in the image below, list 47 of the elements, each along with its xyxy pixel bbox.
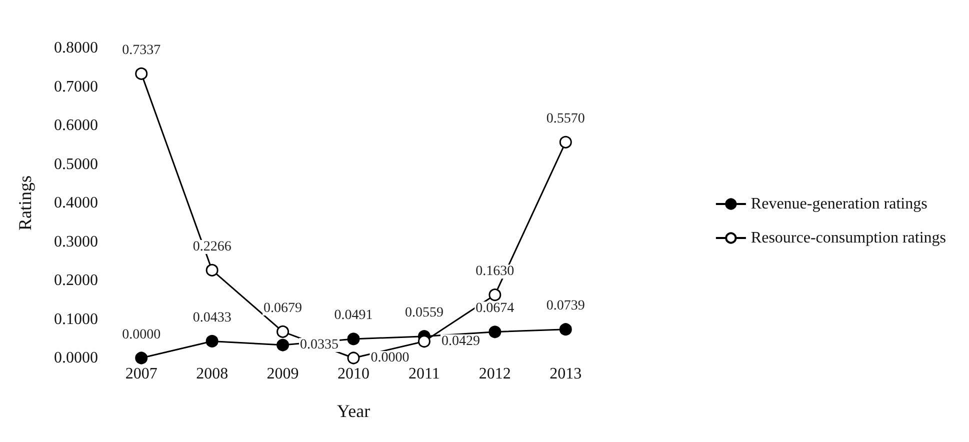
point (206, 334, 218, 348)
y-tick-label: 0.0000 (54, 350, 98, 366)
y-tick-label: 0.7000 (54, 78, 98, 96)
point (276, 325, 290, 338)
point (559, 323, 572, 336)
x-tick-label: 2010 (338, 366, 370, 382)
data-label: 0.1630 (476, 264, 514, 280)
data-label: 0.0433 (192, 310, 232, 326)
y-axis-title: Ratings (15, 175, 35, 231)
data-label: 0.2266 (192, 239, 232, 254)
y-tick-label: 0.3000 (54, 233, 98, 250)
y-tick-label: 0.8000 (54, 40, 98, 56)
y-tick-label: 0.2000 (54, 272, 98, 289)
data-label: 0.7337 (122, 42, 161, 58)
point (276, 338, 290, 352)
legend-label: Revenue-generation ratings (750, 196, 928, 212)
data-label: 0.0491 (334, 308, 373, 324)
data-label: 0.0335 (300, 338, 339, 353)
x-axis-title: Year (336, 401, 370, 421)
x-tick-label: 2009 (266, 366, 299, 382)
data-label: 0.0000 (122, 327, 161, 342)
data-label: 0.0429 (441, 334, 480, 349)
data-label: 0.0559 (404, 306, 444, 321)
x-tick-label: 2007 (125, 366, 158, 382)
legend-label: Resource-consumption ratings (750, 230, 946, 246)
point (135, 352, 148, 364)
data-label: 0.0000 (370, 350, 410, 366)
data-label: 0.5570 (546, 111, 585, 126)
x-tick-label: 2008 (196, 366, 228, 382)
data-label: 0.0674 (476, 301, 514, 316)
data-label: 0.0679 (264, 300, 302, 316)
y-tick-label: 0.4000 (54, 194, 98, 212)
x-tick-label: 2011 (408, 366, 440, 382)
point (206, 264, 218, 276)
point (488, 288, 502, 302)
point (347, 352, 360, 364)
point (418, 335, 430, 348)
y-tick-label: 0.6000 (54, 117, 98, 134)
point (347, 332, 360, 346)
x-tick-label: 2012 (478, 366, 511, 382)
point (488, 326, 502, 338)
x-tick-label: 2013 (550, 366, 582, 382)
y-tick-label: 0.5000 (54, 156, 98, 173)
point (135, 67, 148, 80)
data-label: 0.0739 (546, 298, 585, 314)
point (559, 136, 572, 148)
y-tick-label: 0.1000 (54, 310, 98, 328)
